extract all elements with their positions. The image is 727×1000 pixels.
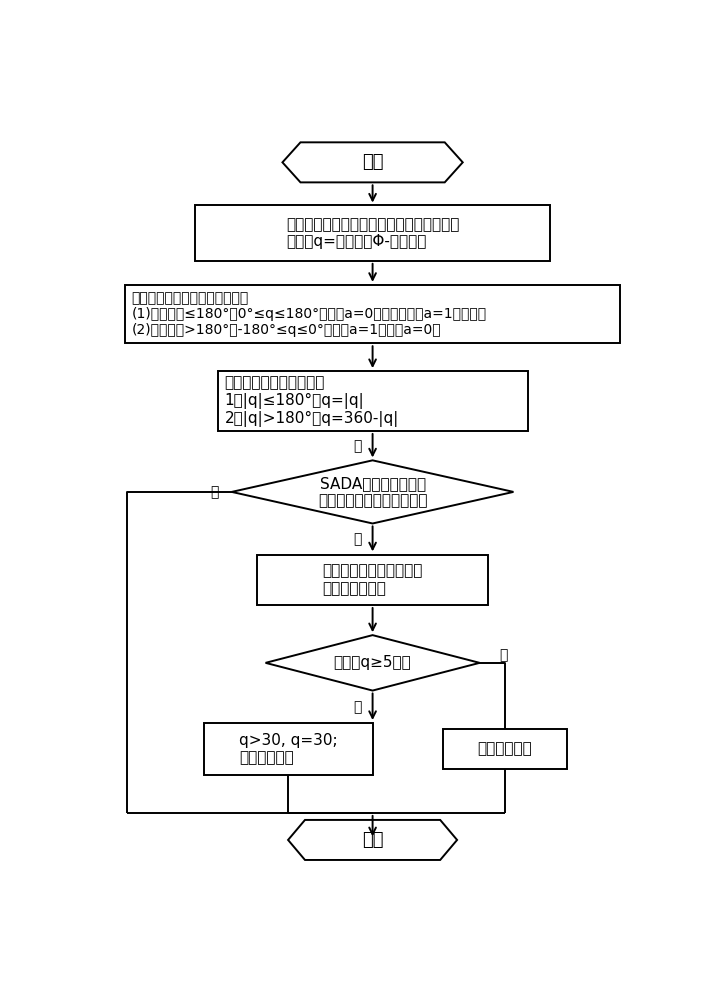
Text: 否: 否 xyxy=(211,485,219,499)
Text: 否: 否 xyxy=(354,439,362,453)
Polygon shape xyxy=(232,460,513,523)
FancyBboxPatch shape xyxy=(204,723,373,775)
Text: 巡航模式控制: 巡航模式控制 xyxy=(478,742,532,757)
FancyBboxPatch shape xyxy=(195,205,550,261)
Text: 分别计算两侧转角大小：
1）|q|≤180°，q=|q|
2）|q|>180°，q=360-|q|: 分别计算两侧转角大小： 1）|q|≤180°，q=|q| 2）|q|>180°，… xyxy=(225,375,399,427)
FancyBboxPatch shape xyxy=(257,555,488,605)
Text: 否: 否 xyxy=(499,648,507,662)
Polygon shape xyxy=(282,142,463,182)
Text: 是: 是 xyxy=(354,700,362,714)
Text: 计算帆板转动的目标转角，并分别计算两侧
转角：q=目标转角Φ-绝对转角: 计算帆板转动的目标转角，并分别计算两侧 转角：q=目标转角Φ-绝对转角 xyxy=(286,217,459,249)
Text: 设置前一周期模式为偏航
机动或稳定对地: 设置前一周期模式为偏航 机动或稳定对地 xyxy=(322,563,423,596)
FancyBboxPatch shape xyxy=(217,371,528,431)
Text: 是: 是 xyxy=(354,532,362,546)
Polygon shape xyxy=(265,635,480,691)
FancyBboxPatch shape xyxy=(443,729,567,769)
Text: 任一侧q≥5度？: 任一侧q≥5度？ xyxy=(334,655,411,670)
Text: 返回: 返回 xyxy=(362,831,383,849)
FancyBboxPatch shape xyxy=(125,285,621,343)
Text: 分别计算两侧帆板的转动方向：
(1)绝对转角≤180°，0°≤q≤180°：方向a=0（正），否则a=1（反）；
(2)绝对转角>180°，-180°≤q≤0°: 分别计算两侧帆板的转动方向： (1)绝对转角≤180°，0°≤q≤180°：方向… xyxy=(132,291,486,337)
Text: 开始: 开始 xyxy=(362,153,383,171)
Polygon shape xyxy=(288,820,457,860)
Text: SADA两侧状态都不为
增量模式或姿控模式切换？: SADA两侧状态都不为 增量模式或姿控模式切换？ xyxy=(318,476,427,508)
Text: q>30, q=30;
增量模式控制: q>30, q=30; 增量模式控制 xyxy=(238,733,337,765)
